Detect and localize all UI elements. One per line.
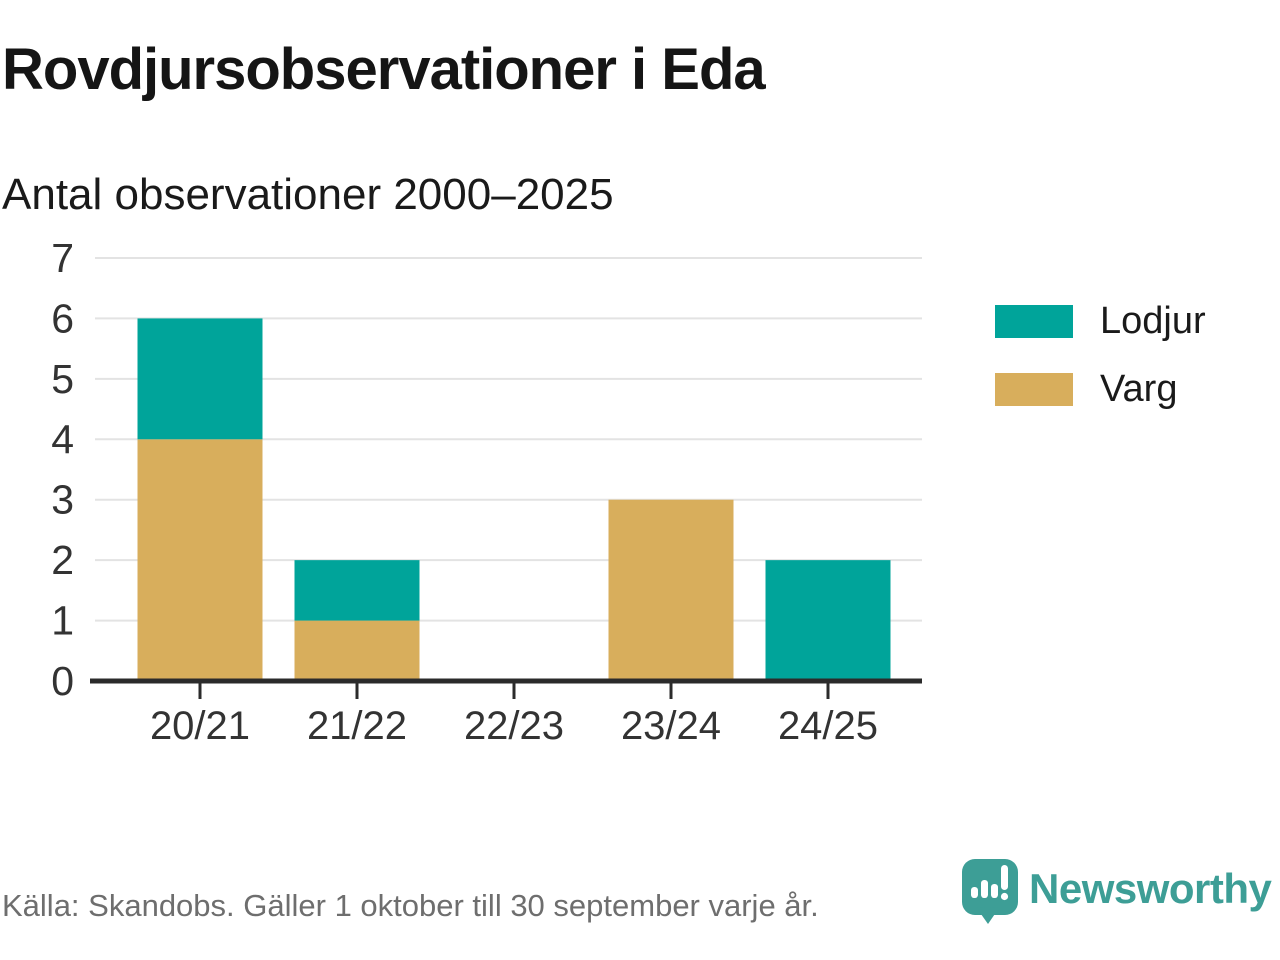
legend-label-lodjur: Lodjur bbox=[1100, 300, 1206, 342]
bar-segment-varg-23-24 bbox=[608, 499, 734, 681]
x-tick-label-23-24: 23/24 bbox=[621, 704, 721, 748]
y-tick-label-0: 0 bbox=[51, 658, 74, 704]
x-tick-label-24-25: 24/25 bbox=[778, 704, 878, 748]
newsworthy-logo-icon bbox=[962, 859, 1018, 924]
bar-segment-lodjur-21-22 bbox=[294, 560, 420, 621]
y-tick-label-2: 2 bbox=[51, 537, 74, 583]
stacked-bar-chart: 20/21 21/22 22/23 23/24 24/25 0 1 2 3 4 5 6 7 bbox=[51, 235, 922, 748]
y-tick-label-6: 6 bbox=[51, 295, 74, 341]
chart-title: Rovdjursobservationer i Eda bbox=[2, 37, 766, 102]
x-tick-label-20-21: 20/21 bbox=[150, 704, 250, 748]
legend-swatch-lodjur bbox=[995, 305, 1073, 338]
x-tick-label-21-22: 21/22 bbox=[307, 704, 407, 748]
bar-segment-lodjur-24-25 bbox=[765, 560, 891, 681]
legend-item-lodjur: Lodjur bbox=[995, 300, 1206, 343]
newsworthy-logo: Newsworthy bbox=[961, 858, 1272, 925]
legend-item-varg: Varg bbox=[995, 368, 1206, 411]
y-tick-label-7: 7 bbox=[51, 235, 74, 281]
x-tick-label-22-23: 22/23 bbox=[464, 704, 564, 748]
y-tick-label-3: 3 bbox=[51, 477, 74, 523]
source-note: Källa: Skandobs. Gäller 1 oktober till 3… bbox=[2, 888, 819, 923]
bar-segment-varg-20-21 bbox=[137, 439, 263, 681]
legend-swatch-varg bbox=[995, 373, 1073, 406]
y-tick-label-1: 1 bbox=[51, 598, 74, 644]
newsworthy-wordmark: Newsworthy bbox=[1029, 865, 1272, 912]
bar-segment-lodjur-20-21 bbox=[137, 318, 263, 440]
legend-label-varg: Varg bbox=[1100, 368, 1178, 410]
legend: Lodjur Varg bbox=[995, 300, 1206, 436]
y-tick-label-4: 4 bbox=[51, 416, 74, 462]
bar-segment-varg-21-22 bbox=[294, 620, 420, 681]
y-tick-label-5: 5 bbox=[51, 356, 74, 402]
chart-subtitle: Antal observationer 2000–2025 bbox=[2, 170, 614, 219]
